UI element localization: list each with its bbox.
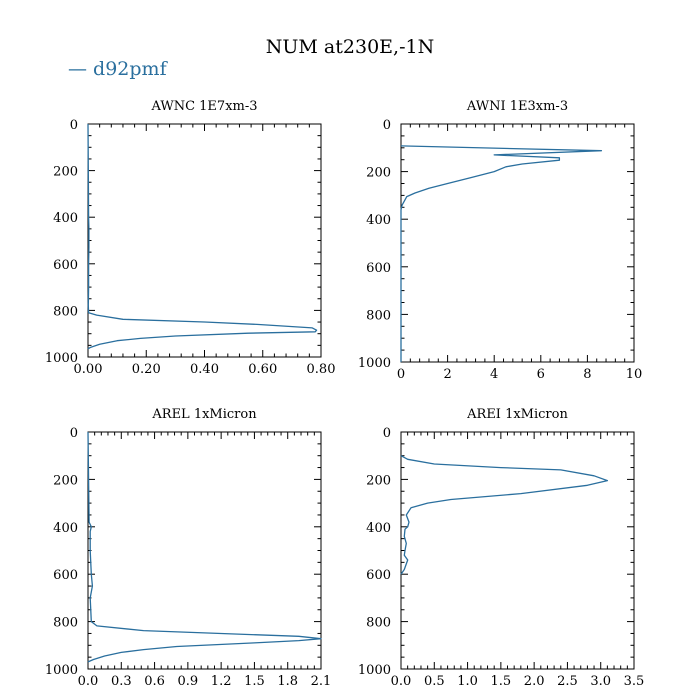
x-tick-label: 2.5	[557, 674, 578, 689]
y-tick-label: 1000	[358, 663, 391, 678]
series-line-d92pmf	[400, 145, 603, 362]
x-tick-label: 1.5	[491, 674, 512, 689]
panel-4: AREI 1xMicron 0.0 0.5 1.0 1.5 2.0 2.5 3.0 3.5 0 20…	[358, 407, 644, 689]
y-tick-label: 800	[366, 308, 391, 323]
x-tick-label: 4	[490, 367, 498, 382]
y-tick-label: 800	[366, 616, 391, 631]
plot-frame	[400, 431, 635, 670]
y-tick-label: 0	[70, 118, 78, 133]
x-tick-label: 1.2	[211, 674, 232, 689]
y-tick-label: 600	[366, 568, 391, 583]
x-tick-label: 2.1	[311, 674, 332, 689]
y-tick-label: 800	[53, 304, 78, 319]
x-tick-label: 6	[537, 367, 545, 382]
y-tick-label: 0	[383, 118, 391, 133]
series-line-d92pmf	[87, 123, 318, 350]
panel-title: AREI 1xMicron	[466, 407, 568, 422]
panel-title: AREL 1xMicron	[151, 407, 257, 422]
y-tick-label: 200	[366, 166, 391, 181]
legend: — d92pmf	[68, 58, 167, 80]
y-tick-label: 400	[366, 521, 391, 536]
x-tick-label: 0.3	[111, 674, 132, 689]
panel-3: AREL 1xMicron 0.0 0.3 0.6 0.9 1.2 1.5 1.8 2.1 0 20…	[45, 407, 331, 689]
x-tick-label: 0	[397, 367, 405, 382]
series-line-d92pmf	[400, 455, 609, 575]
x-tick-label: 0.6	[144, 674, 165, 689]
y-tick-label: 800	[53, 616, 78, 631]
x-tick-label: 0.0	[391, 674, 412, 689]
panel-1: AWNC 1E7xm-3 0.00 0.20 0.40 0.60 0.80 0 200 400 6…	[45, 99, 336, 377]
series-line-d92pmf	[87, 431, 322, 663]
x-tick-label: 0.80	[307, 362, 336, 377]
x-tick-label: 1.0	[457, 674, 478, 689]
panel-title: AWNI 1E3xm-3	[466, 99, 568, 114]
y-tick-label: 1000	[45, 351, 78, 366]
y-tick-label: 400	[366, 213, 391, 228]
panel-title: AWNC 1E7xm-3	[150, 99, 257, 114]
x-tick-label: 0.0	[78, 674, 99, 689]
x-tick-label: 3.0	[590, 674, 611, 689]
y-tick-label: 0	[383, 426, 391, 441]
y-tick-label: 400	[53, 521, 78, 536]
x-tick-label: 3.5	[624, 674, 645, 689]
y-tick-label: 1000	[358, 356, 391, 371]
y-tick-label: 200	[53, 473, 78, 488]
x-tick-label: 2	[443, 367, 451, 382]
legend-label: d92pmf	[93, 58, 167, 80]
x-tick-label: 1.5	[244, 674, 265, 689]
x-tick-label: 0.9	[178, 674, 199, 689]
y-tick-label: 1000	[45, 663, 78, 678]
y-tick-label: 600	[53, 258, 78, 273]
panel-2: AWNI 1E3xm-3 0 2 4 6 8 10 0 200 400 600 800 1000	[358, 99, 642, 382]
x-tick-label: 2.0	[524, 674, 545, 689]
x-tick-label: 0.40	[190, 362, 219, 377]
x-tick-label: 0.5	[424, 674, 445, 689]
y-tick-label: 600	[366, 261, 391, 276]
y-tick-label: 0	[70, 426, 78, 441]
y-tick-label: 200	[53, 165, 78, 180]
legend-line-marker: —	[68, 58, 87, 80]
plot-frame	[400, 123, 635, 363]
x-tick-label: 8	[583, 367, 591, 382]
figure-title: NUM at230E,-1N	[265, 36, 435, 58]
x-tick-label: 1.8	[277, 674, 298, 689]
y-tick-label: 600	[53, 568, 78, 583]
x-tick-label: 0.60	[248, 362, 277, 377]
y-tick-label: 400	[53, 211, 78, 226]
y-tick-label: 200	[366, 473, 391, 488]
x-tick-label: 0.20	[132, 362, 161, 377]
x-tick-label: 10	[626, 367, 643, 382]
x-tick-label: 0.00	[74, 362, 103, 377]
